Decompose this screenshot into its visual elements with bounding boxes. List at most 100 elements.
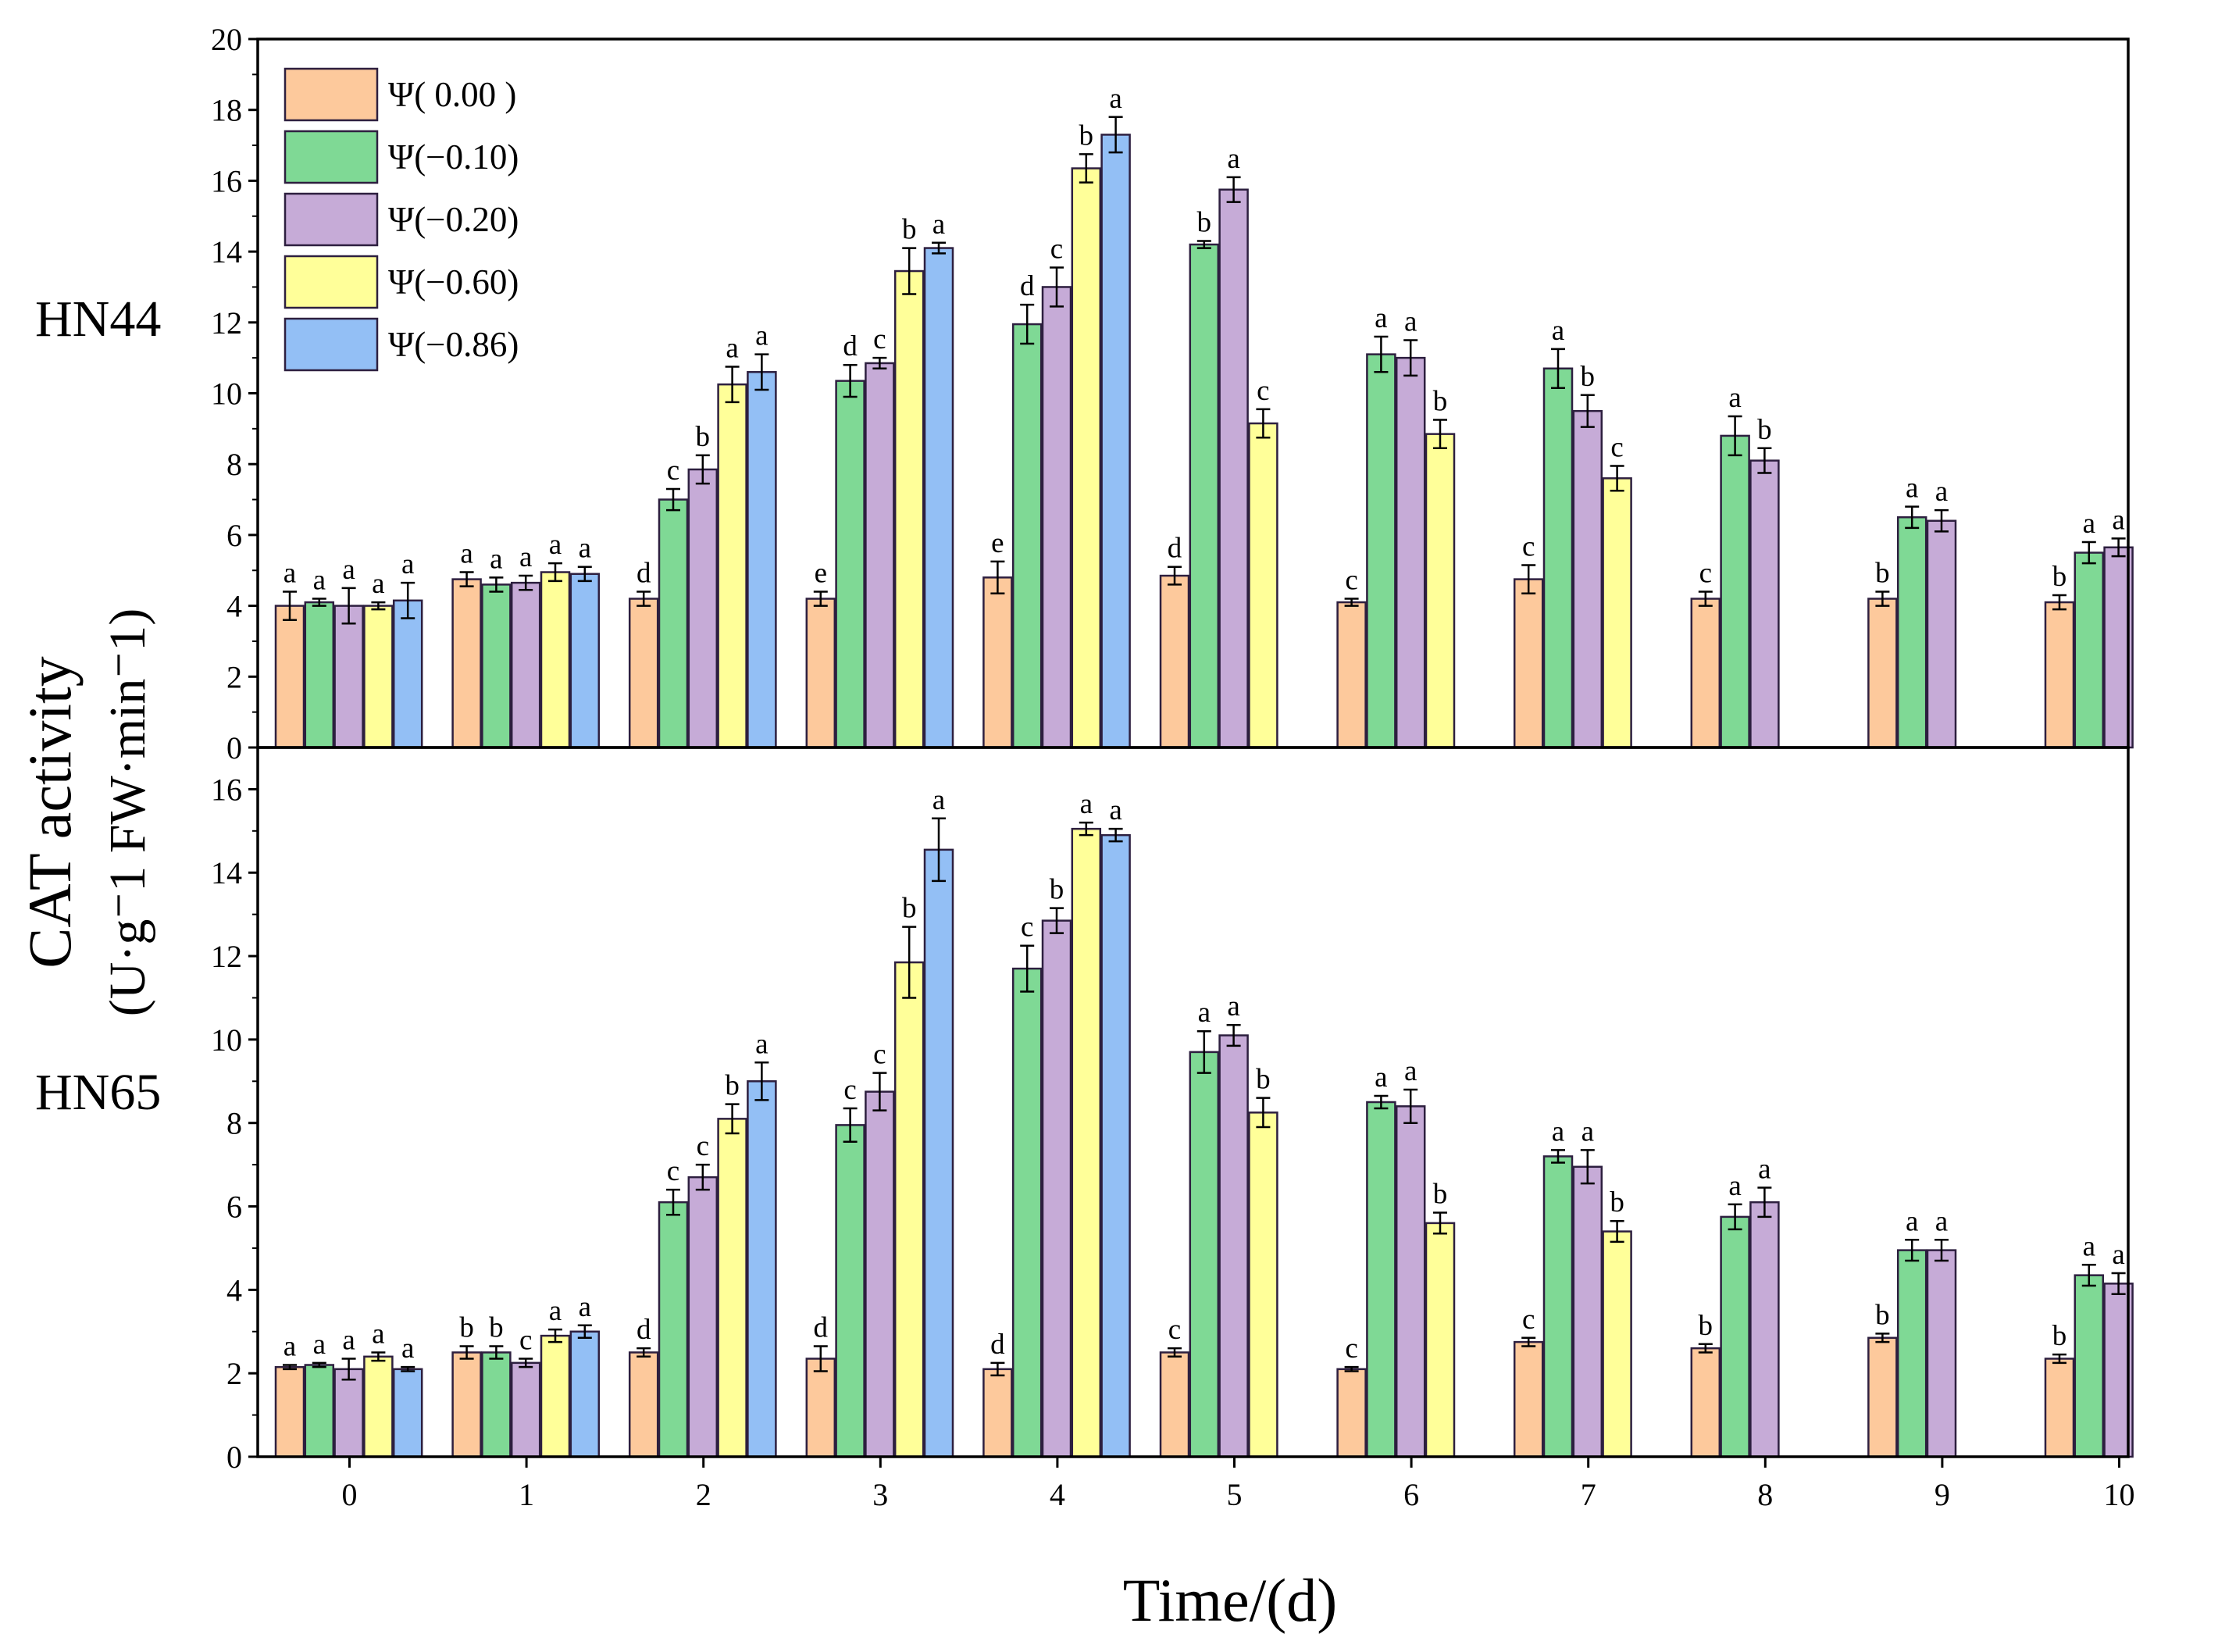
y-tick-label: 20 [211,22,242,57]
significance-letter: d [637,1314,651,1346]
significance-letter: c [1522,1304,1535,1336]
significance-letter: c [1522,530,1535,562]
legend-label: Ψ(−0.86) [388,325,519,364]
significance-letter: c [519,1324,532,1356]
significance-letter: a [1935,476,1948,508]
bar-hn44-s0-d10 [2044,601,2075,749]
significance-letter: b [1050,874,1064,906]
significance-letter: c [1050,234,1063,266]
bar-hn44-s3-d5 [1248,422,1278,749]
significance-letter: b [902,214,917,246]
significance-letter: a [755,1028,768,1060]
significance-letter: c [1021,912,1033,944]
legend-label: Ψ( 0.00 ) [388,75,516,114]
significance-letter: a [2112,1239,2124,1271]
x-tick-label: 1 [519,1477,534,1512]
significance-letter: a [313,1329,326,1361]
bar-hn65-s3-d4 [1071,827,1102,1458]
x-axis-title: Time/(d) [1123,1566,1338,1634]
bar-hn44-s0-d0 [274,605,305,749]
significance-letter: a [755,320,768,352]
significance-letter: a [1728,382,1741,414]
significance-letter: a [1552,1115,1564,1147]
bar-hn65-s0-d1 [451,1351,482,1458]
significance-letter: c [843,1074,856,1106]
x-tick-label: 4 [1050,1477,1065,1512]
bar-hn44-s1-d3 [835,380,865,749]
x-tick-label: 7 [1581,1477,1596,1512]
bar-hn65-s1-d10 [2074,1274,2105,1458]
significance-letter: a [490,543,502,575]
significance-letter: b [1757,414,1772,446]
significance-letter: c [1345,565,1357,597]
bar-hn44-s1-d7 [1542,367,1574,749]
y-tick-label: 12 [211,305,242,341]
significance-letter: a [372,1318,384,1350]
bar-hn44-s2-d4 [1041,286,1072,749]
bar-hn44-s0-d9 [1867,598,1898,749]
bar-hn44-s3-d3 [893,269,925,749]
significance-letter: a [2083,1230,2095,1262]
significance-letter: a [2112,504,2124,536]
y-tick-label: 4 [226,1272,242,1308]
y-tick-label: 16 [211,772,242,807]
y-tick-label: 14 [211,855,242,890]
bar-hn44-s1-d5 [1189,243,1220,749]
significance-letter: d [1020,270,1035,302]
bar-hn65-s2-d3 [865,1090,895,1458]
y-tick-label: 6 [226,1190,242,1225]
bar-hn44-s1-d10 [2074,551,2105,749]
significance-letter: b [2052,561,2067,593]
legend-label: Ψ(−0.60) [388,262,519,301]
significance-letter: a [1728,1170,1741,1202]
bar-hn65-s2-d1 [510,1361,541,1458]
bar-hn44-s3-d6 [1425,433,1456,749]
y-tick-label: 2 [226,659,242,694]
significance-letter: a [1906,1205,1918,1237]
bar-hn65-s1-d4 [1011,967,1043,1458]
bar-hn65-s4-d1 [569,1330,601,1458]
bar-hn65-s2-d5 [1218,1034,1249,1458]
x-tick-label: 8 [1757,1477,1773,1512]
panel-label-hn65: HN65 [35,1064,161,1121]
bar-hn65-s1-d6 [1366,1101,1396,1458]
bar-hn65-s2-d4 [1041,919,1072,1458]
significance-letter: a [401,1333,414,1365]
significance-letter: a [1080,788,1093,820]
bar-hn44-s3-d4 [1071,167,1102,749]
bar-hn65-s0-d0 [274,1365,305,1458]
bar-hn44-s4-d2 [747,371,777,749]
bar-hn65-s0-d4 [982,1368,1013,1458]
y-axis-title-line2: (U·g⁻1 FW·min⁻1) [99,608,156,1016]
bar-hn44-s0-d1 [451,578,482,749]
legend: Ψ( 0.00 ) Ψ(−0.10) Ψ(−0.20) Ψ(−0.60) Ψ(−0.86… [283,67,519,372]
significance-letter: a [1109,794,1121,826]
y-tick-label: 10 [211,1022,242,1058]
bar-hn44-s0-d3 [805,598,836,749]
bar-hn65-s3-d7 [1602,1230,1632,1458]
significance-letter: a [579,533,591,565]
significance-letter: a [1198,997,1211,1029]
significance-letter: a [549,1295,562,1327]
significance-letter: d [990,1329,1005,1361]
x-tick-label: 0 [342,1477,358,1512]
x-tick-label: 2 [696,1477,711,1512]
significance-letter: a [283,557,296,589]
significance-letter: c [667,1155,679,1187]
significance-letter: a [1581,1115,1594,1147]
significance-letter: c [1610,431,1623,463]
bar-hn65-s2-d6 [1395,1105,1426,1458]
y-tick-label: 4 [226,589,242,624]
panel-frame [256,746,2130,1458]
significance-letter: a [460,538,472,570]
significance-letter: a [342,1324,355,1356]
significance-letter: a [1227,143,1239,175]
significance-letter: d [637,557,651,589]
significance-letter: a [1404,305,1417,337]
bar-hn44-s4-d4 [1100,134,1131,749]
y-tick-label: 2 [226,1356,242,1391]
significance-letter: d [843,330,858,362]
bar-hn44-s2-d1 [510,581,541,749]
